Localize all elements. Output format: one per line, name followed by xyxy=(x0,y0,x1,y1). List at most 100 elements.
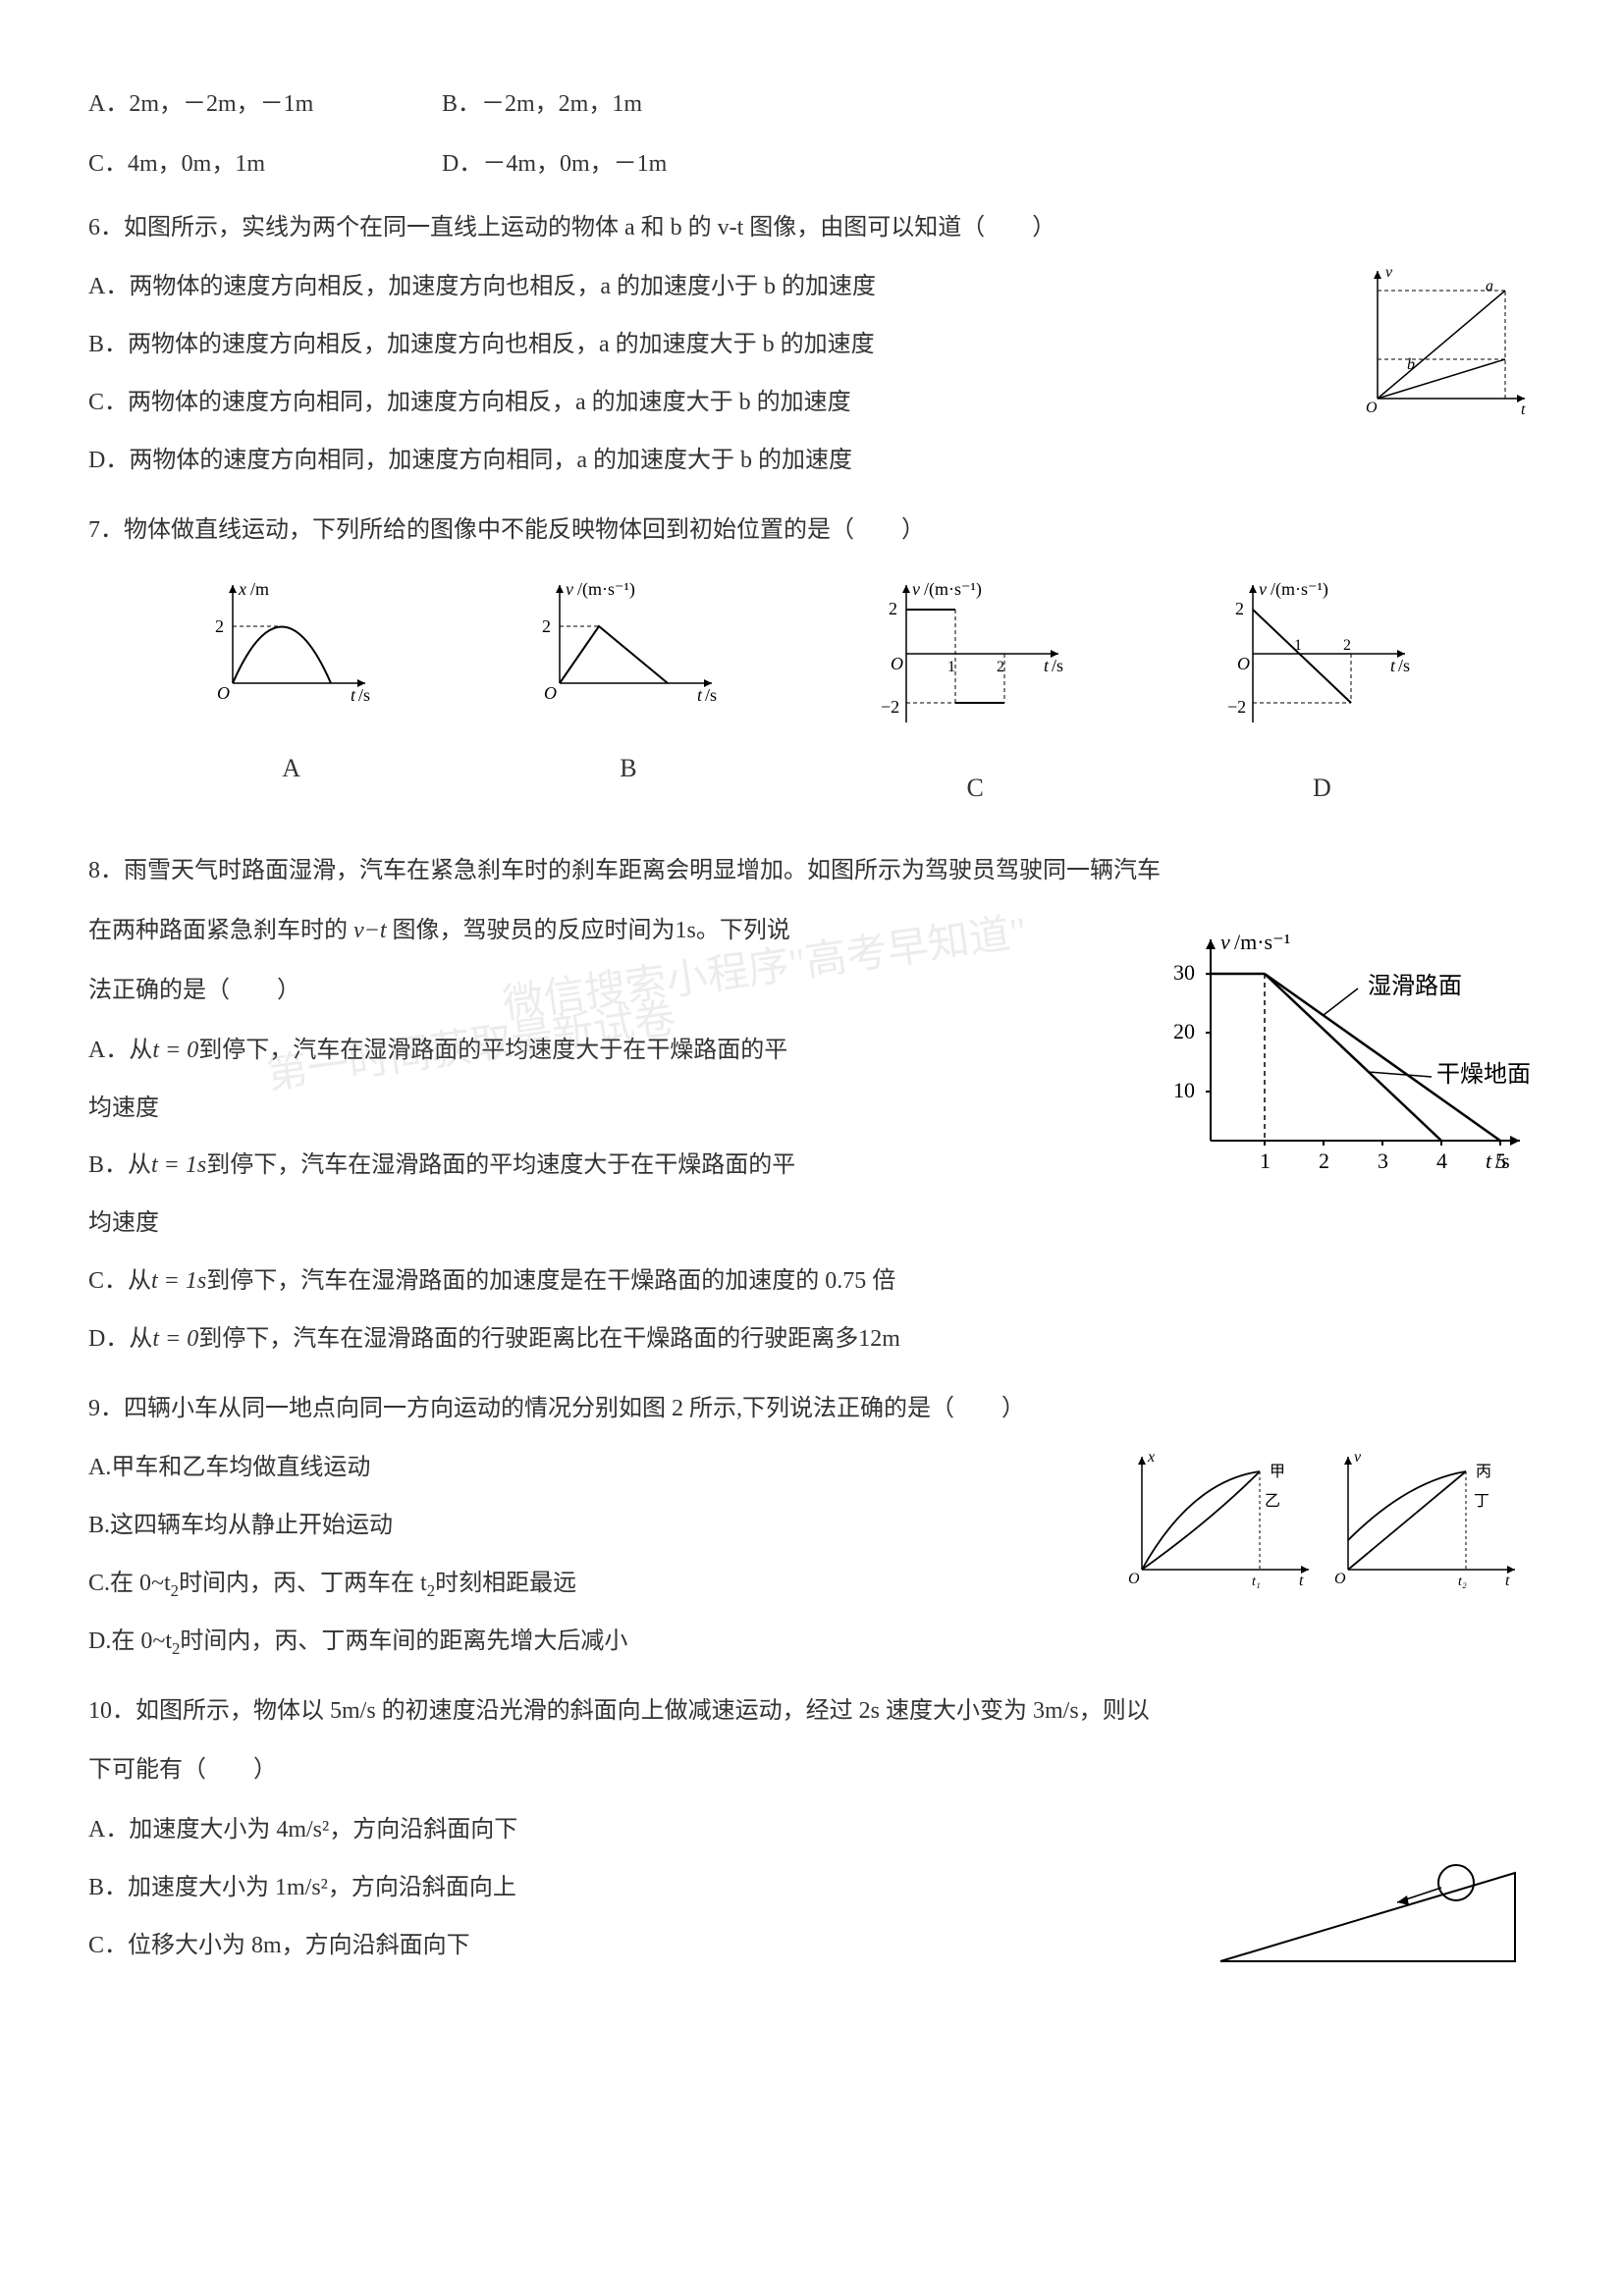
question-9: 9．四辆小车从同一地点向同一方向运动的情况分别如图 2 所示,下列说法正确的是（… xyxy=(88,1383,1535,1674)
q7-figures: x/m t/s O 2 A v/(m·s⁻¹) t/s O 2 xyxy=(88,575,1535,816)
svg-text:O: O xyxy=(1128,1571,1140,1587)
svg-text:O: O xyxy=(217,683,230,703)
svg-text:t: t xyxy=(1486,1148,1492,1173)
question-10: 10．如图所示，物体以 5m/s 的初速度沿光滑的斜面向上做减速运动，经过 2s… xyxy=(88,1685,1535,2001)
svg-text:10: 10 xyxy=(1173,1078,1195,1102)
option-b: B．两物体的速度方向相反，加速度方向也相反，a 的加速度大于 b 的加速度 xyxy=(88,319,1535,371)
svg-text:2: 2 xyxy=(1319,1148,1329,1173)
svg-text:t: t xyxy=(1521,401,1526,418)
option-row: A．2m，－2m，－1m B．－2m，2m，1m xyxy=(88,79,1535,131)
svg-text:4: 4 xyxy=(1436,1148,1447,1173)
fig-label-d: D xyxy=(1223,760,1420,816)
svg-text:/(m·s⁻¹): /(m·s⁻¹) xyxy=(1271,579,1328,600)
svg-text:2: 2 xyxy=(542,616,551,636)
svg-text:干燥地面: 干燥地面 xyxy=(1436,1061,1531,1088)
svg-text:t₂: t₂ xyxy=(1458,1575,1467,1589)
option-a: A．两物体的速度方向相反，加速度方向也相反，a 的加速度小于 b 的加速度 xyxy=(88,261,1535,313)
svg-text:5: 5 xyxy=(1495,1148,1506,1173)
svg-text:/s: /s xyxy=(705,685,717,705)
svg-text:1: 1 xyxy=(1260,1148,1271,1173)
q7-stem: 7．物体做直线运动，下列所给的图像中不能反映物体回到初始位置的是（ ） xyxy=(88,505,1535,557)
svg-text:/(m·s⁻¹): /(m·s⁻¹) xyxy=(577,579,635,600)
svg-text:t: t xyxy=(1299,1573,1304,1589)
svg-text:/s: /s xyxy=(358,685,370,705)
svg-text:乙: 乙 xyxy=(1265,1493,1280,1510)
option-c: C．从t = 1s到停下，汽车在湿滑路面的加速度是在干燥路面的加速度的 0.75… xyxy=(88,1255,1535,1308)
svg-text:2: 2 xyxy=(1235,599,1244,618)
vt-graph-icon: v t O a b xyxy=(1358,261,1535,418)
svg-text:30: 30 xyxy=(1173,960,1195,985)
svg-text:/(m·s⁻¹): /(m·s⁻¹) xyxy=(924,579,982,600)
option-d: D．两物体的速度方向相同，加速度方向相同，a 的加速度大于 b 的加速度 xyxy=(88,435,1535,487)
incline-icon xyxy=(1201,1834,1535,1981)
option-a: A．2m，－2m，－1m xyxy=(88,79,363,131)
q6-stem: 6．如图所示，实线为两个在同一直线上运动的物体 a 和 b 的 v-t 图像，由… xyxy=(88,202,1535,254)
fig-label-a: A xyxy=(203,740,380,796)
q8-stem1: 8．雨雪天气时路面湿滑，汽车在紧急刹车时的刹车距离会明显增加。如图所示为驾驶员驾… xyxy=(88,845,1535,897)
graph-a-icon: x/m t/s O 2 xyxy=(203,575,380,713)
svg-text:O: O xyxy=(1366,400,1378,416)
question-6: 6．如图所示，实线为两个在同一直线上运动的物体 a 和 b 的 v-t 图像，由… xyxy=(88,202,1535,493)
q9-stem: 9．四辆小车从同一地点向同一方向运动的情况分别如图 2 所示,下列说法正确的是（… xyxy=(88,1383,1535,1435)
svg-text:2: 2 xyxy=(889,599,897,618)
svg-text:t: t xyxy=(1505,1573,1510,1589)
svg-text:甲: 甲 xyxy=(1270,1464,1285,1480)
svg-text:v: v xyxy=(1354,1449,1362,1466)
svg-text:丙: 丙 xyxy=(1476,1464,1491,1480)
graph-b-icon: v/(m·s⁻¹) t/s O 2 xyxy=(530,575,727,713)
svg-text:v: v xyxy=(912,579,920,599)
fig-label-b: B xyxy=(530,740,727,796)
svg-text:3: 3 xyxy=(1378,1148,1388,1173)
svg-text:v: v xyxy=(566,579,573,599)
q6-figure: v t O a b xyxy=(1358,261,1535,438)
svg-text:O: O xyxy=(1237,654,1250,673)
braking-graph-icon: v/m·s⁻¹ t/s 30 20 10 1 2 3 4 5 湿滑路面 干燥地面 xyxy=(1162,925,1535,1180)
svg-text:x: x xyxy=(1147,1449,1155,1466)
option-d: D.在 0~t2时间内，丙、丁两车间的距离先增大后减小 xyxy=(88,1616,1535,1668)
four-cars-graph-icon: x t O 甲 乙 t₁ v t O 丙 xyxy=(1122,1442,1535,1589)
graph-c-icon: v/(m·s⁻¹) t/s O 2 −2 1 2 xyxy=(877,575,1073,732)
svg-text:20: 20 xyxy=(1173,1019,1195,1043)
svg-text:a: a xyxy=(1486,278,1493,294)
q10-stem: 10．如图所示，物体以 5m/s 的初速度沿光滑的斜面向上做减速运动，经过 2s… xyxy=(88,1685,1535,1737)
graph-d-icon: v/(m·s⁻¹) t/s O 2 −2 1 2 xyxy=(1223,575,1420,732)
q9-figure: x t O 甲 乙 t₁ v t O 丙 xyxy=(1122,1442,1535,1609)
option-b: B．－2m，2m，1m xyxy=(442,79,717,131)
svg-text:−2: −2 xyxy=(881,697,899,717)
svg-text:v: v xyxy=(1259,579,1267,599)
option-d: D．从t = 0到停下，汽车在湿滑路面的行驶距离比在干燥路面的行驶距离多12m xyxy=(88,1313,1535,1365)
fig-b: v/(m·s⁻¹) t/s O 2 B xyxy=(530,575,727,816)
question-7: 7．物体做直线运动，下列所给的图像中不能反映物体回到初始位置的是（ ） x/m … xyxy=(88,505,1535,817)
svg-text:v: v xyxy=(1385,264,1393,281)
fig-a: x/m t/s O 2 A xyxy=(203,575,380,816)
svg-text:t: t xyxy=(351,685,356,705)
svg-text:2: 2 xyxy=(1343,637,1351,654)
svg-text:丁: 丁 xyxy=(1474,1493,1489,1510)
fig-d: v/(m·s⁻¹) t/s O 2 −2 1 2 D xyxy=(1223,575,1420,816)
svg-text:O: O xyxy=(1334,1571,1346,1587)
svg-text:−2: −2 xyxy=(1227,697,1246,717)
q10-stem2: 下可能有（ ） xyxy=(88,1744,1535,1796)
option-c: C．4m，0m，1m xyxy=(88,138,363,190)
option-d: D．－4m，0m，－1m xyxy=(442,138,717,190)
svg-text:O: O xyxy=(544,683,557,703)
svg-text:2: 2 xyxy=(997,659,1004,675)
fig-c: v/(m·s⁻¹) t/s O 2 −2 1 2 C xyxy=(877,575,1073,816)
svg-text:/m: /m xyxy=(250,579,269,599)
svg-text:/m·s⁻¹: /m·s⁻¹ xyxy=(1234,930,1290,954)
svg-text:b: b xyxy=(1407,356,1415,373)
svg-text:t: t xyxy=(697,685,703,705)
question-8: 8．雨雪天气时路面湿滑，汽车在紧急刹车时的刹车距离会明显增加。如图所示为驾驶员驾… xyxy=(88,845,1535,1370)
svg-text:/s: /s xyxy=(1052,656,1063,675)
svg-text:t: t xyxy=(1390,656,1396,675)
svg-text:/s: /s xyxy=(1398,656,1410,675)
q8-figure: v/m·s⁻¹ t/s 30 20 10 1 2 3 4 5 湿滑路面 干燥地面 xyxy=(1162,925,1535,1200)
svg-text:O: O xyxy=(891,654,903,673)
option-b-cont: 均速度 xyxy=(88,1198,1535,1250)
question-5-options: A．2m，－2m，－1m B．－2m，2m，1m C．4m，0m，1m D．－4… xyxy=(88,79,1535,190)
svg-text:湿滑路面: 湿滑路面 xyxy=(1368,973,1462,999)
q10-figure xyxy=(1201,1834,1535,2001)
fig-label-c: C xyxy=(877,760,1073,816)
option-c: C．两物体的速度方向相同，加速度方向相反，a 的加速度大于 b 的加速度 xyxy=(88,377,1535,429)
svg-text:x: x xyxy=(238,579,246,599)
